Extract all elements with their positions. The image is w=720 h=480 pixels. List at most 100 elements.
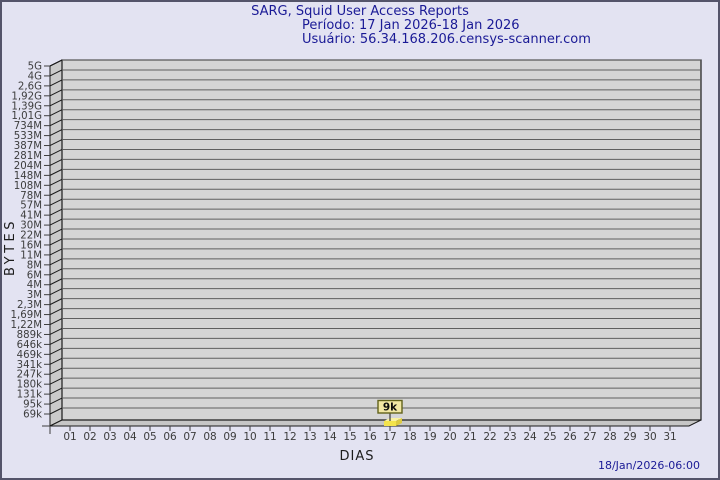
x-tick-label: 07 xyxy=(183,431,196,443)
data-bar xyxy=(384,421,396,426)
report-title: SARG, Squid User Access Reports xyxy=(251,4,469,19)
x-tick-label: 24 xyxy=(523,431,537,443)
y-tick-label: 889k xyxy=(17,330,42,341)
x-tick-label: 30 xyxy=(643,431,656,443)
x-tick-label: 03 xyxy=(103,431,116,443)
x-tick-label: 01 xyxy=(63,431,76,443)
y-grid-diagonal xyxy=(49,278,63,286)
y-grid-diagonal xyxy=(49,59,63,67)
y-tick-label: 281M xyxy=(14,151,42,162)
y-tick-label: 341k xyxy=(17,360,42,371)
y-grid-diagonal xyxy=(49,377,63,385)
y-tick-label: 30M xyxy=(20,221,42,232)
bar-value-label: 9k xyxy=(383,402,398,414)
y-grid-diagonal xyxy=(49,367,63,375)
x-tick-label: 05 xyxy=(143,431,156,443)
y-tick-label: 1,92G xyxy=(11,91,42,102)
y-grid-diagonal xyxy=(49,79,63,87)
y-grid-diagonal xyxy=(49,258,63,266)
report-user: Usuário: 56.34.168.206.censys-scanner.co… xyxy=(302,32,591,47)
y-tick-label: 1,39G xyxy=(11,101,42,112)
x-tick-label: 28 xyxy=(603,431,616,443)
y-grid-diagonal xyxy=(49,119,63,127)
y-tick-label: 469k xyxy=(17,350,42,361)
x-tick-label: 26 xyxy=(563,431,577,443)
y-tick-label: 11M xyxy=(20,250,42,261)
y-tick-label: 95k xyxy=(23,400,42,411)
y-grid-diagonal xyxy=(49,387,63,395)
x-tick-label: 14 xyxy=(323,431,337,443)
x-tick-label: 02 xyxy=(83,431,96,443)
x-axis-title: DIAS xyxy=(340,449,375,464)
y-grid-diagonal xyxy=(49,308,63,316)
y-tick-label: 1,22M xyxy=(11,320,42,331)
y-grid-diagonal xyxy=(49,99,63,107)
y-tick-label: 57M xyxy=(20,201,42,212)
y-grid-diagonal xyxy=(49,129,63,137)
x-tick-label: 08 xyxy=(203,431,216,443)
y-tick-label: 2,3M xyxy=(17,300,42,311)
x-tick-label: 18 xyxy=(403,431,416,443)
x-tick-label: 19 xyxy=(423,431,436,443)
x-tick-label: 16 xyxy=(363,431,377,443)
y-grid-diagonal xyxy=(49,288,63,296)
x-tick-label: 06 xyxy=(163,431,177,443)
x-tick-label: 21 xyxy=(463,431,476,443)
y-grid-diagonal xyxy=(49,188,63,196)
y-tick-label: 148M xyxy=(14,171,42,182)
y-grid-diagonal xyxy=(49,248,63,256)
y-grid-diagonal xyxy=(49,228,63,236)
y-grid-diagonal xyxy=(49,139,63,146)
x-tick-label: 31 xyxy=(663,431,676,443)
x-tick-label: 13 xyxy=(303,431,316,443)
bar-side-face xyxy=(396,418,402,426)
y-tick-label: 1,01G xyxy=(11,111,42,122)
y-tick-label: 4G xyxy=(28,71,42,82)
y-tick-label: 180k xyxy=(17,380,42,391)
x-tick-label: 15 xyxy=(343,431,356,443)
x-tick-label: 17 xyxy=(383,431,396,443)
x-tick-label: 12 xyxy=(283,431,296,443)
x-tick-label: 22 xyxy=(483,431,496,443)
x-tick-label: 20 xyxy=(443,431,456,443)
y-tick-label: 22M xyxy=(20,231,42,242)
y-grid-diagonal xyxy=(49,337,63,345)
y-grid-diagonal xyxy=(49,238,63,246)
y-grid-diagonal xyxy=(49,168,63,176)
y-grid-diagonal xyxy=(49,328,63,335)
y-grid-diagonal xyxy=(49,407,63,415)
y-tick-label: 8M xyxy=(27,260,42,271)
y-grid-diagonal xyxy=(49,178,63,186)
x-tick-label: 27 xyxy=(583,431,596,443)
y-tick-label: 1,69M xyxy=(11,310,42,321)
y-grid-diagonal xyxy=(49,218,63,226)
y-tick-label: 204M xyxy=(14,161,42,172)
x-tick-label: 09 xyxy=(223,431,236,443)
y-grid-diagonal xyxy=(49,158,63,166)
y-tick-label: 533M xyxy=(14,131,42,142)
y-tick-label: 646k xyxy=(17,340,42,351)
y-tick-label: 6M xyxy=(27,270,42,281)
y-grid-diagonal xyxy=(49,347,63,355)
bar-value-box xyxy=(377,399,403,414)
x-tick-label: 25 xyxy=(543,431,556,443)
y-tick-label: 108M xyxy=(14,181,42,192)
y-grid-diagonal xyxy=(49,89,63,97)
y-tick-label: 387M xyxy=(14,141,42,152)
y-grid-diagonal xyxy=(49,69,63,77)
x-tick-label: 10 xyxy=(243,431,256,443)
y-grid-diagonal xyxy=(49,397,63,405)
y-grid-diagonal xyxy=(49,318,63,325)
y-tick-label: 131k xyxy=(17,390,42,401)
x-tick-label: 23 xyxy=(503,431,516,443)
y-tick-label: 247k xyxy=(17,370,42,381)
y-grid-diagonal xyxy=(49,109,63,117)
y-grid-diagonal xyxy=(49,268,63,276)
y-grid-diagonal xyxy=(49,208,63,216)
y-tick-label: 734M xyxy=(14,121,42,132)
y-grid-diagonal xyxy=(49,149,63,156)
y-grid-diagonal xyxy=(49,298,63,306)
y-axis-title: BYTES xyxy=(3,218,18,276)
y-tick-label: 69k xyxy=(23,410,42,421)
